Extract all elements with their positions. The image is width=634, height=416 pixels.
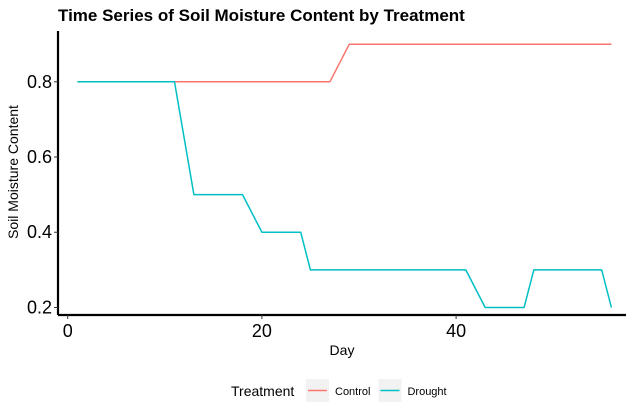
- x-axis-ticks: 0 20 40: [63, 315, 466, 341]
- legend: Treatment Control Drought: [231, 379, 447, 402]
- legend-label-control: Control: [335, 386, 370, 398]
- chart-title: Time Series of Soil Moisture Content by …: [58, 6, 465, 25]
- y-axis-ticks: 0.2 0.4 0.6 0.8: [27, 72, 58, 317]
- y-tick-label: 0.2: [27, 297, 52, 317]
- y-tick-label: 0.6: [27, 147, 52, 167]
- legend-title: Treatment: [231, 383, 294, 399]
- series-line-drought: [77, 81, 613, 309]
- series-line-control: [77, 43, 612, 83]
- x-tick-label: 40: [446, 321, 466, 341]
- x-axis-title: Day: [330, 342, 355, 358]
- y-tick-label: 0.8: [27, 72, 52, 92]
- x-tick-label: 20: [252, 321, 272, 341]
- series-layer: [77, 43, 613, 309]
- y-tick-label: 0.4: [27, 222, 52, 242]
- y-axis-title: Soil Moisture Content: [5, 105, 21, 239]
- legend-label-drought: Drought: [407, 386, 446, 398]
- x-tick-label: 0: [63, 321, 73, 341]
